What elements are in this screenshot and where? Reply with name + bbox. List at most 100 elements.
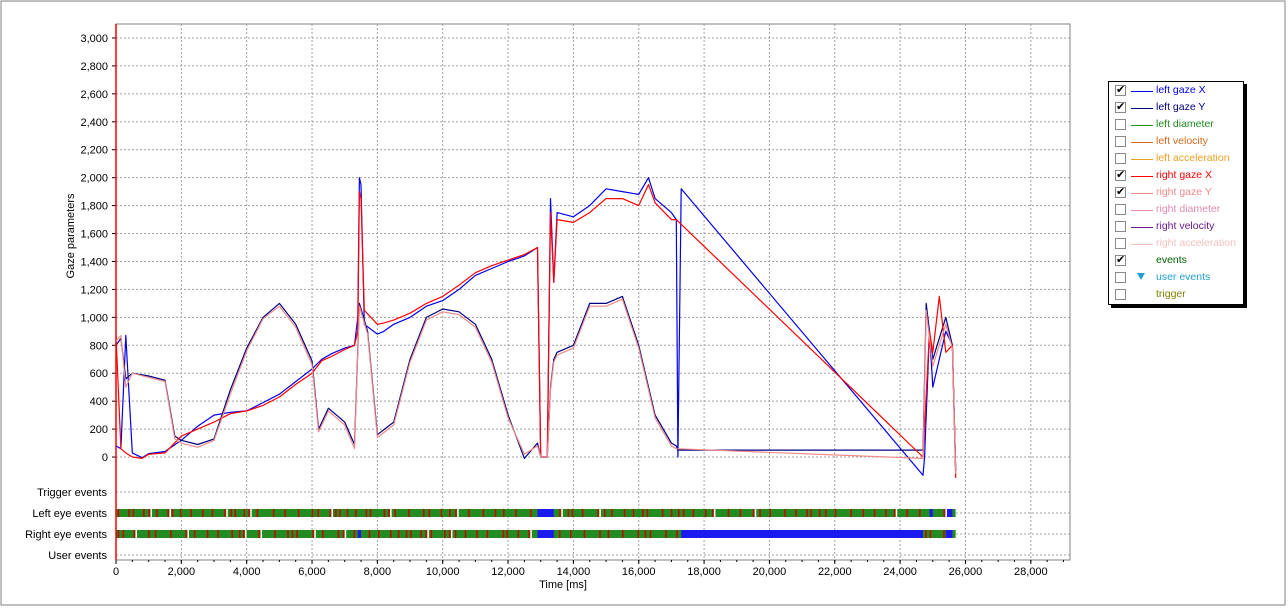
legend-item-events[interactable]: events xyxy=(1113,253,1241,270)
event-saccade-mark xyxy=(449,509,451,517)
event-blink-segment xyxy=(537,530,554,538)
legend-item-left-acceleration[interactable]: left acceleration xyxy=(1113,151,1241,168)
event-saccade-mark xyxy=(243,530,245,538)
event-saccade-mark xyxy=(873,509,876,517)
x-tick-label: 28,000 xyxy=(1014,566,1048,578)
event-saccade-mark xyxy=(190,509,193,517)
event-fixation-bar xyxy=(116,530,956,538)
event-saccade-mark xyxy=(623,509,626,517)
event-saccade-mark xyxy=(769,509,771,517)
series-line-left-gaze-X xyxy=(115,177,957,476)
legend-checkbox[interactable] xyxy=(1115,168,1126,181)
x-tick-label: 2,000 xyxy=(168,566,196,578)
legend-item-right-gaze-Y[interactable]: right gaze Y xyxy=(1113,185,1241,202)
legend-swatch xyxy=(1131,125,1153,126)
legend-checkbox[interactable] xyxy=(1115,272,1126,283)
event-saccade-mark xyxy=(649,530,652,538)
event-saccade-mark xyxy=(599,530,601,538)
legend-item-right-diameter[interactable]: right diameter xyxy=(1113,202,1241,219)
legend-checkbox[interactable] xyxy=(1115,119,1126,130)
event-saccade-mark xyxy=(644,530,647,538)
legend-swatch xyxy=(1131,244,1153,245)
event-saccade-mark xyxy=(128,509,130,517)
event-saccade-mark xyxy=(297,509,300,517)
x-tick-label: 20,000 xyxy=(753,566,787,578)
legend-checkbox[interactable] xyxy=(1115,238,1126,249)
event-saccade-mark xyxy=(122,530,125,538)
legend-item-left-gaze-Y[interactable]: left gaze Y xyxy=(1113,100,1241,117)
event-saccade-mark xyxy=(243,509,246,517)
event-saccade-mark xyxy=(468,509,470,517)
event-saccade-mark xyxy=(611,509,613,517)
event-saccade-mark xyxy=(682,509,685,517)
legend-label: left diameter xyxy=(1156,118,1214,130)
event-saccade-mark xyxy=(171,509,174,517)
legend-checkbox[interactable] xyxy=(1115,136,1126,147)
event-saccade-mark xyxy=(410,530,412,538)
legend-label: events xyxy=(1156,254,1187,266)
y-tick-label: 1,800 xyxy=(80,201,108,213)
left-eye-events xyxy=(116,509,956,517)
event-saccade-mark xyxy=(517,530,520,538)
event-saccade-mark xyxy=(365,509,368,517)
y-tick-label: 800 xyxy=(90,340,108,352)
legend-item-trigger[interactable]: trigger xyxy=(1113,287,1241,304)
x-tick-label: 16,000 xyxy=(622,566,656,578)
x-tick-label: 14,000 xyxy=(557,566,591,578)
event-saccade-mark xyxy=(317,509,320,517)
legend-swatch xyxy=(1131,91,1153,92)
y-tick-label: 400 xyxy=(90,396,108,408)
event-saccade-mark xyxy=(632,509,635,517)
legend-checkbox[interactable] xyxy=(1115,204,1126,215)
legend-label: left gaze Y xyxy=(1156,101,1206,113)
event-saccade-mark xyxy=(148,509,151,517)
y-tick-label: 2,000 xyxy=(80,173,108,185)
legend-item-left-gaze-X[interactable]: left gaze X xyxy=(1113,83,1241,100)
legend-checkbox[interactable] xyxy=(1115,185,1126,198)
legend-checkbox[interactable] xyxy=(1115,153,1126,164)
event-gap xyxy=(599,509,601,517)
legend-swatch xyxy=(1131,159,1153,160)
event-blink-segment xyxy=(681,530,923,538)
y-tick-label: 0 xyxy=(102,452,108,464)
triangle-marker-icon xyxy=(1137,273,1145,280)
event-saccade-mark xyxy=(311,509,314,517)
event-row-label: User events xyxy=(48,550,107,562)
event-saccade-mark xyxy=(339,509,341,517)
plot-area xyxy=(115,23,1071,561)
event-saccade-mark xyxy=(502,530,505,538)
event-saccade-mark xyxy=(637,530,640,538)
event-saccade-mark xyxy=(503,509,505,517)
legend-item-left-diameter[interactable]: left diameter xyxy=(1113,117,1241,134)
legend-swatch xyxy=(1131,193,1153,194)
event-fixation-bar xyxy=(116,509,956,517)
event-saccade-mark xyxy=(661,509,664,517)
y-tick-label: 2,400 xyxy=(80,117,108,129)
event-saccade-mark xyxy=(346,509,349,517)
legend-label: right acceleration xyxy=(1156,237,1236,249)
event-gap xyxy=(895,509,898,517)
legend-checkbox[interactable] xyxy=(1115,221,1126,232)
event-saccade-mark xyxy=(692,509,695,517)
event-gap xyxy=(457,509,459,517)
event-saccade-mark xyxy=(287,530,289,538)
legend-checkbox[interactable] xyxy=(1115,289,1126,300)
legend-item-right-velocity[interactable]: right velocity xyxy=(1113,219,1241,236)
event-saccade-mark xyxy=(170,530,172,538)
legend-item-left-velocity[interactable]: left velocity xyxy=(1113,134,1241,151)
event-saccade-mark xyxy=(929,530,932,538)
legend-checkbox[interactable] xyxy=(1115,100,1126,113)
event-saccade-mark xyxy=(224,509,226,517)
event-saccade-mark xyxy=(383,509,386,517)
legend-item-user-events[interactable]: user events xyxy=(1113,270,1241,287)
legend-checkbox[interactable] xyxy=(1115,253,1126,266)
event-saccade-mark xyxy=(607,530,610,538)
legend-item-right-acceleration[interactable]: right acceleration xyxy=(1113,236,1241,253)
event-gap xyxy=(250,509,252,517)
event-saccade-mark xyxy=(759,509,761,517)
event-saccade-mark xyxy=(448,530,451,538)
legend-checkbox[interactable] xyxy=(1115,83,1126,96)
series-line-right-gaze-X xyxy=(115,184,957,479)
event-saccade-mark xyxy=(133,530,136,538)
legend-item-right-gaze-X[interactable]: right gaze X xyxy=(1113,168,1241,185)
